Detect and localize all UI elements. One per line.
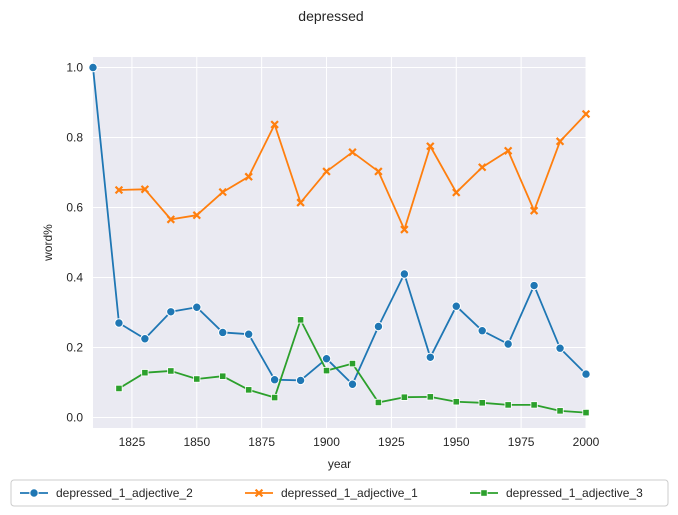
data-point bbox=[296, 316, 305, 324]
data-point bbox=[295, 375, 306, 386]
data-point bbox=[477, 326, 487, 336]
x-tick-label: 1950 bbox=[443, 435, 470, 449]
data-point bbox=[166, 307, 176, 317]
data-point bbox=[425, 352, 436, 362]
data-point bbox=[115, 384, 123, 393]
data-point bbox=[322, 167, 331, 176]
series-depressed_1_adjective_3 bbox=[115, 316, 590, 417]
data-point bbox=[192, 302, 202, 312]
data-point bbox=[88, 62, 98, 73]
data-point bbox=[321, 354, 332, 364]
legend-marker bbox=[480, 489, 488, 497]
data-point bbox=[192, 211, 201, 220]
data-point bbox=[399, 269, 410, 279]
data-point bbox=[166, 215, 176, 224]
x-tick-label: 1850 bbox=[183, 435, 210, 449]
data-point bbox=[452, 398, 460, 406]
x-tick-label: 1975 bbox=[508, 435, 535, 449]
data-point bbox=[426, 393, 434, 401]
data-point bbox=[114, 318, 124, 328]
data-point bbox=[218, 327, 228, 338]
x-tick-label: 1925 bbox=[378, 435, 405, 449]
data-point bbox=[114, 185, 124, 195]
series-depressed_1_adjective_2 bbox=[88, 62, 591, 389]
y-tick-label: 0.2 bbox=[66, 341, 83, 355]
series-layer bbox=[88, 62, 591, 417]
grid bbox=[93, 57, 587, 428]
y-axis-ticks: 0.0 0.2 0.4 0.6 0.8 1.0 bbox=[66, 61, 83, 425]
legend-item: depressed_1_adjective_1 bbox=[245, 486, 418, 500]
y-tick-label: 0.8 bbox=[66, 131, 83, 145]
legend-item: depressed_1_adjective_3 bbox=[470, 486, 643, 500]
x-axis-title: year bbox=[328, 457, 351, 471]
data-point bbox=[452, 188, 461, 197]
y-tick-label: 0.4 bbox=[66, 271, 83, 285]
plot-area bbox=[93, 57, 586, 428]
chart-title: depressed bbox=[298, 8, 363, 24]
data-point bbox=[219, 372, 227, 380]
data-point bbox=[556, 407, 564, 415]
series-depressed_1_adjective_1 bbox=[114, 109, 591, 234]
legend: depressed_1_adjective_2 depressed_1_adjec… bbox=[10, 479, 669, 507]
data-point bbox=[400, 225, 409, 234]
data-point bbox=[529, 206, 539, 215]
legend-marker bbox=[254, 488, 264, 498]
data-point bbox=[269, 375, 280, 385]
data-point bbox=[529, 280, 539, 291]
data-point bbox=[373, 321, 384, 332]
y-tick-label: 1.0 bbox=[66, 61, 83, 75]
x-tick-label: 2000 bbox=[573, 435, 600, 449]
data-point bbox=[374, 398, 383, 407]
data-point bbox=[374, 167, 383, 176]
data-point bbox=[141, 369, 149, 377]
data-point bbox=[426, 142, 435, 151]
data-point bbox=[478, 163, 487, 172]
data-point bbox=[478, 399, 486, 407]
data-point bbox=[140, 334, 150, 344]
data-point bbox=[555, 137, 565, 146]
data-point bbox=[348, 148, 357, 157]
data-point bbox=[530, 401, 538, 409]
data-point bbox=[451, 301, 461, 311]
data-point bbox=[218, 187, 227, 197]
data-point bbox=[581, 109, 591, 119]
data-point bbox=[348, 359, 357, 368]
data-point bbox=[271, 393, 279, 402]
data-point bbox=[504, 401, 512, 409]
legend-item: depressed_1_adjective_2 bbox=[20, 486, 193, 500]
data-point bbox=[581, 369, 591, 379]
data-point bbox=[245, 386, 253, 394]
data-point bbox=[400, 393, 408, 401]
data-point bbox=[503, 339, 513, 349]
legend-label: depressed_1_adjective_2 bbox=[56, 486, 193, 500]
y-tick-label: 0.6 bbox=[66, 201, 83, 215]
data-point bbox=[296, 198, 305, 207]
legend-label: depressed_1_adjective_3 bbox=[506, 486, 643, 500]
data-point bbox=[140, 185, 150, 194]
x-tick-label: 1875 bbox=[248, 435, 275, 449]
data-point bbox=[582, 408, 590, 417]
data-point bbox=[270, 120, 279, 129]
x-tick-label: 1825 bbox=[119, 435, 146, 449]
data-point bbox=[244, 172, 253, 181]
x-axis-ticks: 1825 1850 1875 1900 1925 1950 1975 2000 bbox=[119, 435, 600, 449]
data-point bbox=[193, 375, 201, 383]
data-point bbox=[503, 146, 513, 155]
data-point bbox=[347, 379, 358, 389]
data-point bbox=[167, 367, 175, 375]
legend-label: depressed_1_adjective_1 bbox=[281, 486, 418, 500]
y-axis-title: word% bbox=[41, 224, 55, 262]
legend-box bbox=[10, 479, 669, 507]
y-tick-label: 0.0 bbox=[66, 411, 83, 425]
x-tick-label: 1900 bbox=[313, 435, 340, 449]
data-point bbox=[322, 366, 331, 375]
data-point bbox=[555, 343, 565, 353]
legend-marker bbox=[29, 488, 39, 498]
data-point bbox=[243, 329, 254, 339]
